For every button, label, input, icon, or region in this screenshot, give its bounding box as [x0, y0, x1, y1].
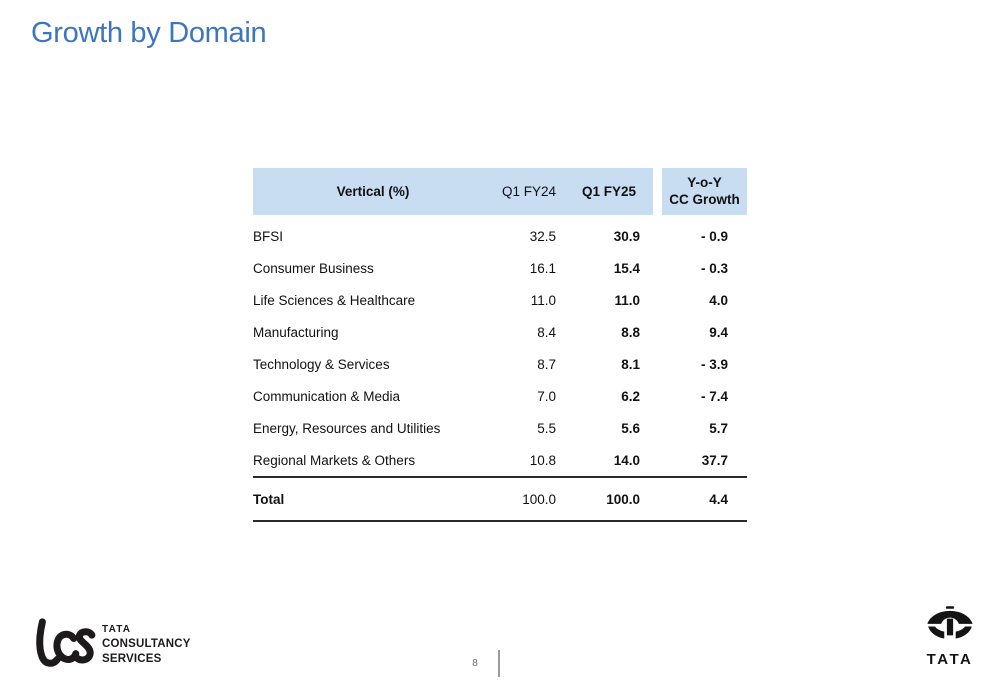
vertical-name: Life Sciences & Healthcare [253, 292, 416, 308]
table-body: BFSI 32.5 30.9 - 0.9 Consumer Business 1… [253, 215, 747, 476]
table-row: Regional Markets & Others 10.8 14.0 37.7 [253, 444, 747, 476]
growth-table: Vertical (%) Q1 FY24 Q1 FY25 Y-o-Y CC Gr… [253, 168, 747, 522]
yoy-cc-growth-value: 9.4 [709, 324, 728, 340]
total-bottom-rule [253, 520, 747, 522]
yoy-cc-growth-value: 37.7 [701, 452, 728, 468]
table-row: Consumer Business 16.1 15.4 - 0.3 [253, 252, 747, 284]
tcs-wordmark-tata: TATA [102, 624, 132, 635]
vertical-name: Technology & Services [253, 356, 390, 372]
yoy-cc-growth-value: - 0.3 [700, 260, 728, 276]
header-yoy-cc-growth: Y-o-Y CC Growth [662, 168, 747, 215]
vertical-name: BFSI [253, 228, 284, 244]
q1fy24-value: 8.4 [537, 324, 556, 340]
tcs-wordmark: TATA CONSULTANCY SERVICES [102, 625, 191, 665]
q1fy24-value: 7.0 [537, 388, 556, 404]
page-number: 8 [472, 658, 478, 669]
vertical-name: Regional Markets & Others [253, 452, 416, 468]
total-q1fy24-value: 100.0 [522, 491, 556, 507]
vertical-name: Energy, Resources and Utilities [253, 420, 441, 436]
q1fy24-value: 11.0 [530, 292, 556, 308]
total-q1fy25-value: 100.0 [606, 491, 640, 507]
yoy-cc-growth-value: - 3.9 [700, 356, 728, 372]
q1fy25-value: 5.6 [621, 420, 640, 436]
header-yoy-line2: CC Growth [669, 191, 740, 207]
q1fy24-value: 16.1 [529, 260, 556, 276]
tcs-logo: TATA CONSULTANCY SERVICES [30, 616, 191, 674]
yoy-cc-growth-value: 4.0 [709, 292, 728, 308]
tata-emblem-icon [927, 606, 973, 639]
q1fy24-value: 10.8 [529, 452, 556, 468]
table-row: Technology & Services 8.7 8.1 - 3.9 [253, 348, 747, 380]
total-label: Total [253, 491, 285, 507]
tcs-script-icon [36, 618, 96, 667]
yoy-cc-growth-value: 5.7 [709, 420, 728, 436]
header-q1fy25: Q1 FY25 [565, 168, 653, 215]
tata-logo: TATA [916, 606, 984, 668]
q1fy25-value: 30.9 [613, 228, 640, 244]
total-top-rule [253, 476, 747, 478]
page-title: Growth by Domain [31, 17, 267, 49]
q1fy25-value: 6.2 [621, 388, 640, 404]
tcs-wordmark-consultancy: CONSULTANCY [102, 638, 191, 650]
q1fy24-value: 8.7 [537, 356, 556, 372]
tcs-wordmark-services: SERVICES [102, 652, 162, 665]
table-row: BFSI 32.5 30.9 - 0.9 [253, 220, 747, 252]
footer-divider [498, 650, 500, 677]
yoy-cc-growth-value: - 0.9 [700, 228, 728, 244]
yoy-cc-growth-value: - 7.4 [700, 388, 728, 404]
table-row: Manufacturing 8.4 8.8 9.4 [253, 316, 747, 348]
tata-wordmark: TATA [926, 651, 974, 668]
table-row: Life Sciences & Healthcare 11.0 11.0 4.0 [253, 284, 747, 316]
q1fy24-value: 5.5 [537, 420, 556, 436]
header-yoy-line1: Y-o-Y [687, 174, 722, 190]
header-q1fy24: Q1 FY24 [493, 168, 565, 215]
q1fy24-value: 32.5 [529, 228, 556, 244]
q1fy25-value: 14.0 [613, 452, 640, 468]
vertical-name: Consumer Business [253, 260, 374, 276]
table-row: Communication & Media 7.0 6.2 - 7.4 [253, 380, 747, 412]
vertical-name: Manufacturing [253, 324, 339, 340]
total-yoy-value: 4.4 [709, 491, 728, 507]
q1fy25-value: 8.1 [621, 356, 640, 372]
table-row: Energy, Resources and Utilities 5.5 5.6 … [253, 412, 747, 444]
q1fy25-value: 15.4 [613, 260, 640, 276]
total-row: Total 100.0 100.0 4.4 [253, 478, 747, 520]
header-vertical: Vertical (%) [253, 168, 493, 215]
q1fy25-value: 8.8 [621, 324, 640, 340]
q1fy25-value: 11.0 [614, 292, 640, 308]
table-header-row: Vertical (%) Q1 FY24 Q1 FY25 Y-o-Y CC Gr… [253, 168, 747, 215]
vertical-name: Communication & Media [253, 388, 401, 404]
page-footer: 8 [460, 650, 500, 677]
